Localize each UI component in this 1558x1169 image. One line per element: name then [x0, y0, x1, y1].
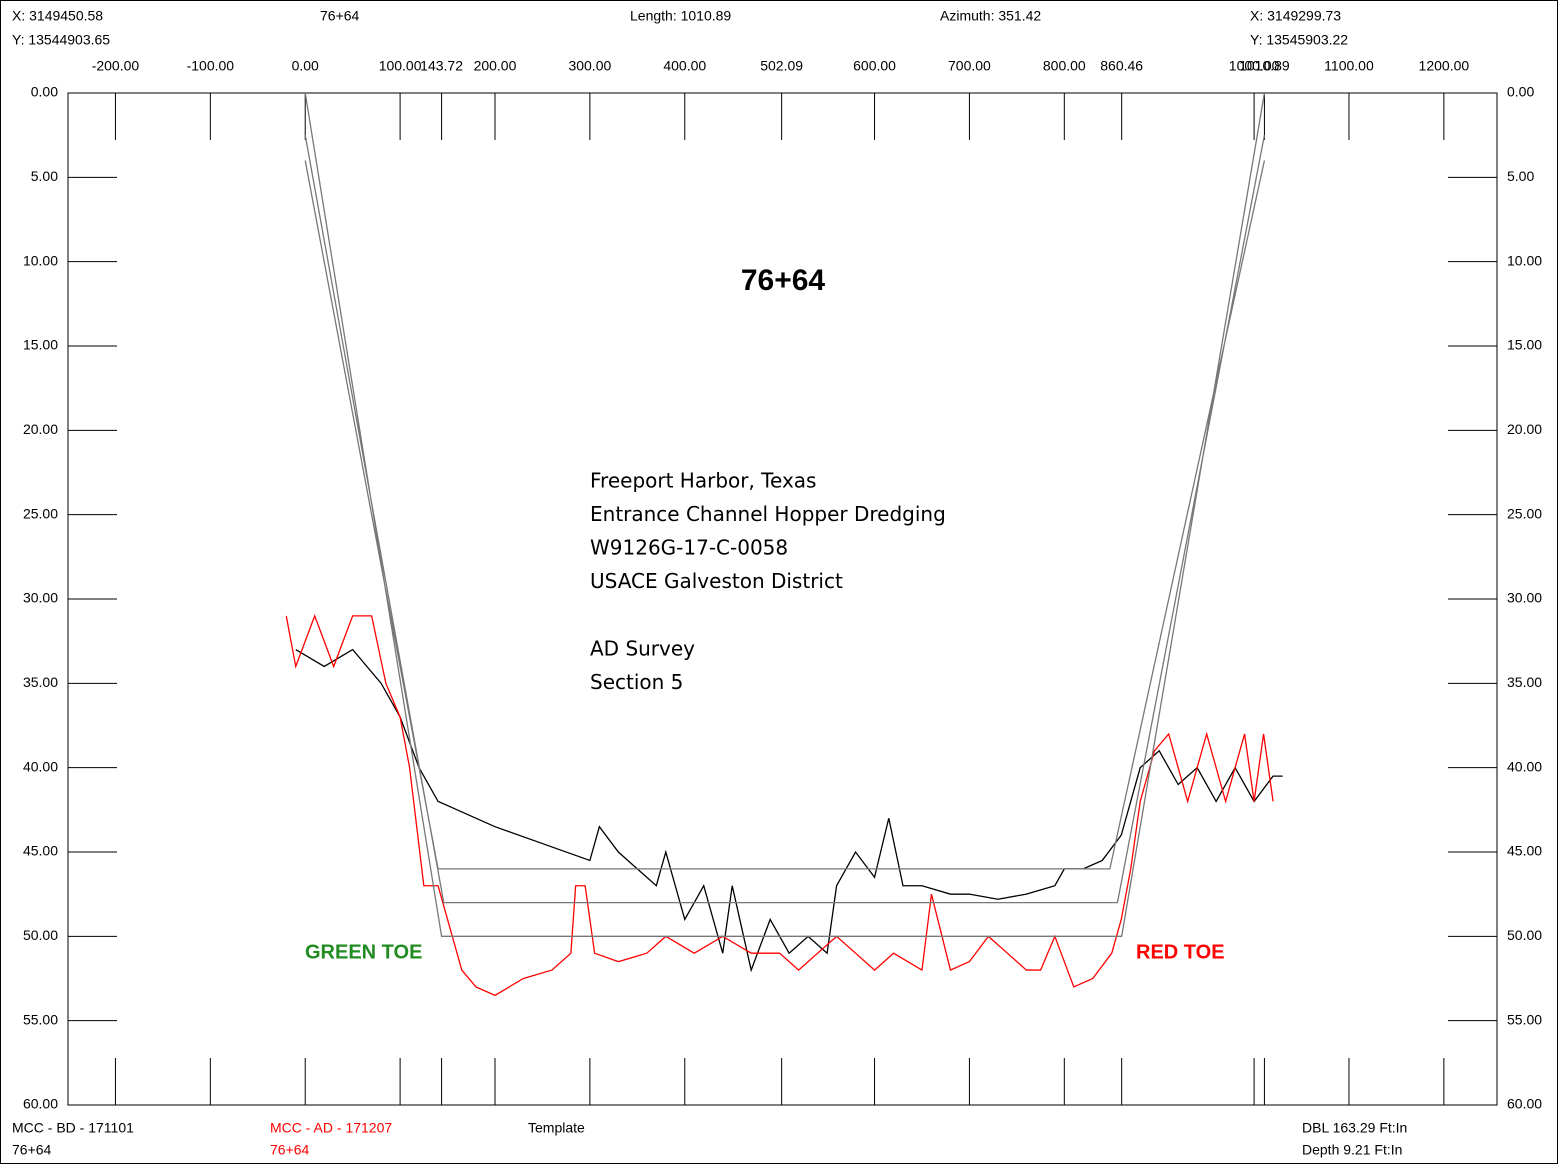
x-tick-label: 200.00 [474, 58, 517, 74]
x-tick-label: 143.72 [420, 58, 463, 74]
y2-tick-label: 50.00 [1507, 927, 1542, 943]
y2-tick-label: 35.00 [1507, 674, 1542, 690]
x-tick-label: 1200.00 [1419, 58, 1470, 74]
x-tick-label: 100.00 [379, 58, 422, 74]
y-tick-label: 50.00 [23, 927, 58, 943]
red-toe: RED TOE [1136, 941, 1225, 963]
y-tick-label: 40.00 [23, 758, 58, 774]
y2-tick-label: 25.00 [1507, 505, 1542, 521]
series-line [285, 614, 1274, 997]
x-tick-label: -100.00 [187, 58, 235, 74]
y2-tick-label: 45.00 [1507, 843, 1542, 859]
azimuth: Azimuth: 351.42 [940, 8, 1041, 24]
y2-tick-label: 60.00 [1507, 1096, 1542, 1112]
note: W9126G-17-C-0058 [590, 536, 788, 560]
end-x: X: 3149299.73 [1250, 8, 1341, 24]
y-tick-label: 35.00 [23, 674, 58, 690]
station: 76+64 [320, 8, 360, 24]
y2-tick-label: 10.00 [1507, 252, 1542, 268]
y-tick-label: 55.00 [23, 1011, 58, 1027]
y2-tick-label: 55.00 [1507, 1011, 1542, 1027]
y2-tick-label: 5.00 [1507, 168, 1534, 184]
legend-label: Template [528, 1120, 585, 1136]
x-tick-label: 1100.00 [1324, 58, 1374, 74]
series-line [304, 92, 1266, 937]
x-tick-label: 300.00 [568, 58, 611, 74]
start-y: Y: 13544903.65 [12, 32, 110, 48]
plot-frame [67, 92, 1498, 1106]
y-tick-label: 45.00 [23, 843, 58, 859]
y-tick-label: 30.00 [23, 590, 58, 606]
series-line [295, 648, 1283, 973]
legend-station: 76+64 [12, 1142, 52, 1158]
y-tick-label: 15.00 [23, 337, 58, 353]
note: Freeport Harbor, Texas [590, 469, 816, 493]
x-tick-label: 800.00 [1043, 58, 1086, 74]
legend-station: 76+64 [270, 1142, 310, 1158]
x-tick-label: 600.00 [853, 58, 896, 74]
x-tick-label: 400.00 [663, 58, 706, 74]
y2-tick-label: 15.00 [1507, 337, 1542, 353]
y-tick-label: 5.00 [31, 168, 58, 184]
green-toe: GREEN TOE [305, 941, 422, 963]
x-tick-label: 1000.00 [1229, 58, 1280, 74]
y-tick-label: 10.00 [23, 252, 58, 268]
y2-tick-label: 30.00 [1507, 590, 1542, 606]
length: Length: 1010.89 [630, 8, 731, 24]
x-tick-label: -200.00 [92, 58, 140, 74]
y-tick-label: 60.00 [23, 1096, 58, 1112]
y2-tick-label: 20.00 [1507, 421, 1542, 437]
dbl: DBL 163.29 Ft:In [1302, 1120, 1407, 1136]
y-tick-label: 25.00 [23, 505, 58, 521]
end-y: Y: 13545903.22 [1250, 32, 1348, 48]
x-tick-label: 700.00 [948, 58, 991, 74]
x-tick-label: 0.00 [292, 58, 319, 74]
y2-tick-label: 40.00 [1507, 758, 1542, 774]
note: Entrance Channel Hopper Dredging [590, 502, 946, 526]
x-tick-label: 860.46 [1100, 58, 1143, 74]
note: AD Survey [590, 637, 695, 661]
y-tick-label: 0.00 [31, 84, 58, 100]
x-tick-label: 1010.89 [1239, 58, 1290, 74]
legend-label: MCC - BD - 171101 [12, 1120, 134, 1136]
y-tick-label: 20.00 [23, 421, 58, 437]
note: Section 5 [590, 670, 683, 694]
x-tick-label: 502.09 [760, 58, 803, 74]
note: USACE Galveston District [590, 569, 843, 593]
legend-label: MCC - AD - 171207 [270, 1120, 392, 1136]
depth: Depth 9.21 Ft:In [1302, 1142, 1402, 1158]
start-x: X: 3149450.58 [12, 8, 103, 24]
chart-title: 76+64 [741, 264, 826, 297]
y2-tick-label: 0.00 [1507, 84, 1534, 100]
